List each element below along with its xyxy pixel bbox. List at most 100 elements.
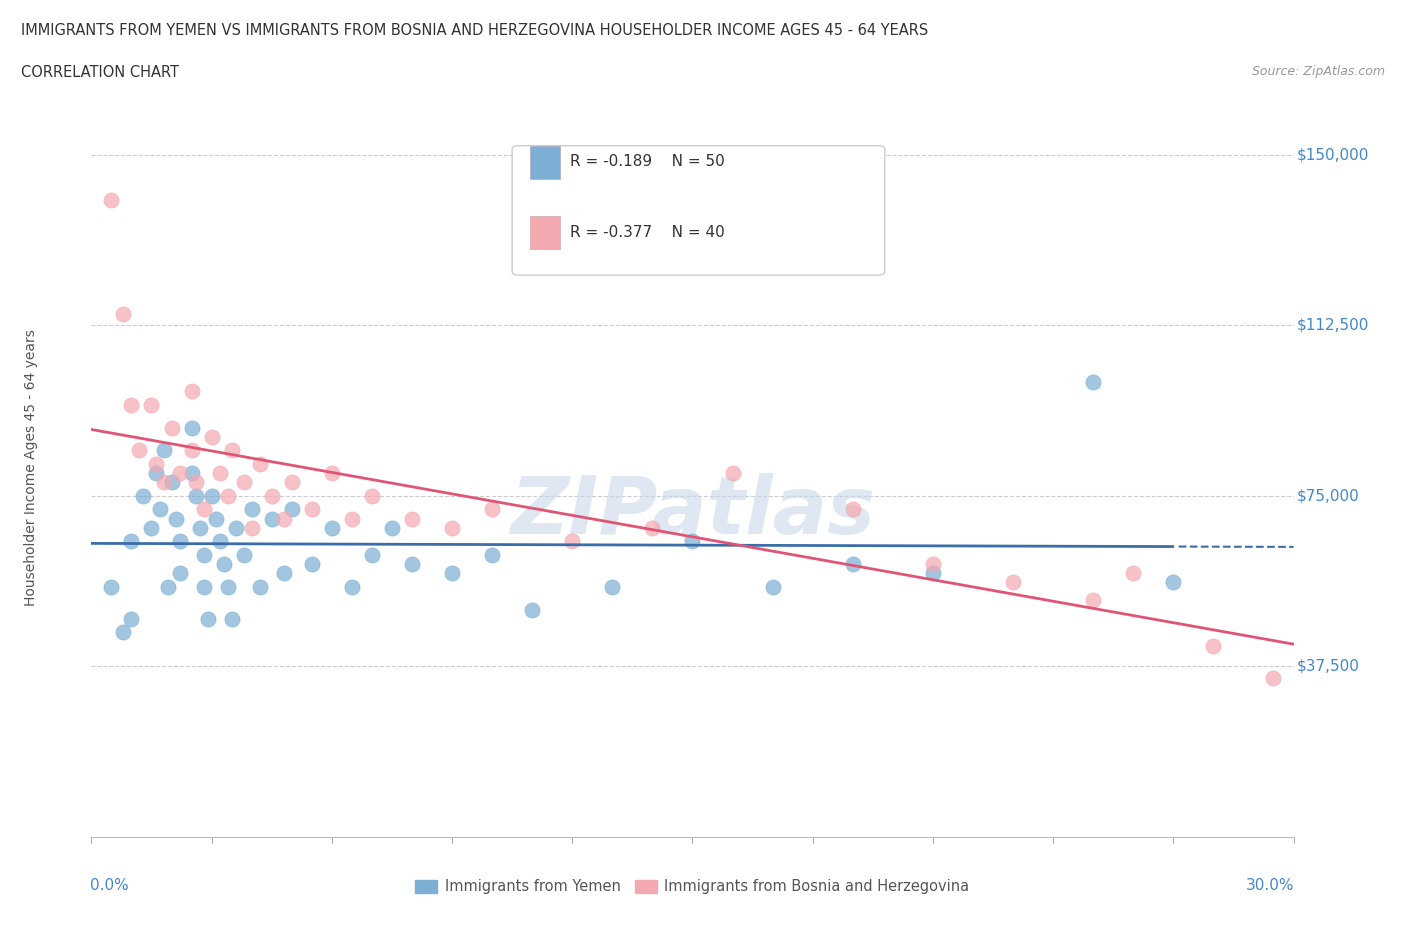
Point: [112, 625, 135, 640]
Point: [217, 579, 239, 594]
Point: [232, 474, 254, 489]
Text: Householder Income Ages 45 - 64 years: Householder Income Ages 45 - 64 years: [24, 329, 38, 605]
Point: [841, 502, 863, 517]
Point: [401, 556, 423, 571]
FancyBboxPatch shape: [512, 146, 884, 275]
Bar: [530, 146, 560, 179]
Point: [249, 457, 271, 472]
Point: [221, 443, 243, 458]
Point: [1163, 575, 1185, 590]
Point: [340, 579, 363, 594]
Point: [212, 556, 235, 571]
Point: [281, 474, 304, 489]
Text: ZIPatlas: ZIPatlas: [510, 472, 875, 551]
Point: [201, 429, 224, 444]
Point: [440, 520, 463, 535]
Point: [1083, 593, 1105, 608]
Point: [481, 548, 503, 563]
Point: [681, 534, 703, 549]
Point: [922, 565, 945, 580]
Text: $150,000: $150,000: [1298, 147, 1369, 162]
Point: [204, 512, 226, 526]
Point: [281, 502, 304, 517]
Point: [922, 556, 945, 571]
Point: [121, 611, 143, 626]
Point: [112, 306, 135, 321]
Point: [145, 457, 167, 472]
Point: [160, 420, 183, 435]
Point: [141, 397, 163, 412]
Point: [132, 488, 155, 503]
Point: [1083, 375, 1105, 390]
Point: [184, 474, 207, 489]
Point: [440, 565, 463, 580]
Point: [641, 520, 664, 535]
Point: [1122, 565, 1144, 580]
Text: CORRELATION CHART: CORRELATION CHART: [21, 65, 179, 80]
Point: [260, 512, 283, 526]
Point: [522, 602, 544, 617]
Text: Source: ZipAtlas.com: Source: ZipAtlas.com: [1251, 65, 1385, 78]
Text: $37,500: $37,500: [1298, 658, 1360, 674]
Text: $75,000: $75,000: [1298, 488, 1360, 503]
Point: [762, 579, 785, 594]
Point: [180, 443, 202, 458]
Point: [169, 466, 191, 481]
Point: [121, 397, 143, 412]
Point: [249, 579, 271, 594]
Point: [841, 556, 863, 571]
Point: [602, 579, 624, 594]
Point: [193, 548, 215, 563]
Point: [321, 466, 343, 481]
Text: 0.0%: 0.0%: [90, 878, 129, 893]
Point: [301, 556, 323, 571]
Point: [193, 502, 215, 517]
Point: [180, 466, 202, 481]
Point: [240, 520, 263, 535]
Point: [201, 488, 224, 503]
Point: [561, 534, 583, 549]
Point: [180, 384, 202, 399]
Point: [184, 488, 207, 503]
Point: [100, 579, 122, 594]
Point: [1263, 671, 1285, 685]
Text: IMMIGRANTS FROM YEMEN VS IMMIGRANTS FROM BOSNIA AND HERZEGOVINA HOUSEHOLDER INCO: IMMIGRANTS FROM YEMEN VS IMMIGRANTS FROM…: [21, 23, 928, 38]
Text: 30.0%: 30.0%: [1246, 878, 1295, 893]
Point: [208, 534, 231, 549]
Point: [217, 488, 239, 503]
Point: [152, 474, 174, 489]
Point: [221, 611, 243, 626]
Point: [481, 502, 503, 517]
Point: [232, 548, 254, 563]
Point: [121, 534, 143, 549]
Legend: Immigrants from Yemen, Immigrants from Bosnia and Herzegovina: Immigrants from Yemen, Immigrants from B…: [409, 873, 976, 900]
Point: [128, 443, 150, 458]
Point: [169, 534, 191, 549]
Point: [721, 466, 744, 481]
Point: [301, 502, 323, 517]
Point: [141, 520, 163, 535]
Point: [1202, 639, 1225, 654]
Point: [260, 488, 283, 503]
Point: [225, 520, 247, 535]
Point: [193, 579, 215, 594]
Point: [160, 474, 183, 489]
Point: [188, 520, 211, 535]
Point: [208, 466, 231, 481]
Point: [1001, 575, 1024, 590]
Point: [360, 488, 382, 503]
Point: [321, 520, 343, 535]
Point: [180, 420, 202, 435]
Point: [145, 466, 167, 481]
Point: [273, 512, 295, 526]
Point: [197, 611, 219, 626]
Text: R = -0.189    N = 50: R = -0.189 N = 50: [569, 154, 724, 169]
Point: [381, 520, 404, 535]
Text: $112,500: $112,500: [1298, 318, 1369, 333]
Point: [360, 548, 382, 563]
Point: [340, 512, 363, 526]
Bar: [530, 216, 560, 249]
Point: [148, 502, 170, 517]
Point: [156, 579, 179, 594]
Point: [273, 565, 295, 580]
